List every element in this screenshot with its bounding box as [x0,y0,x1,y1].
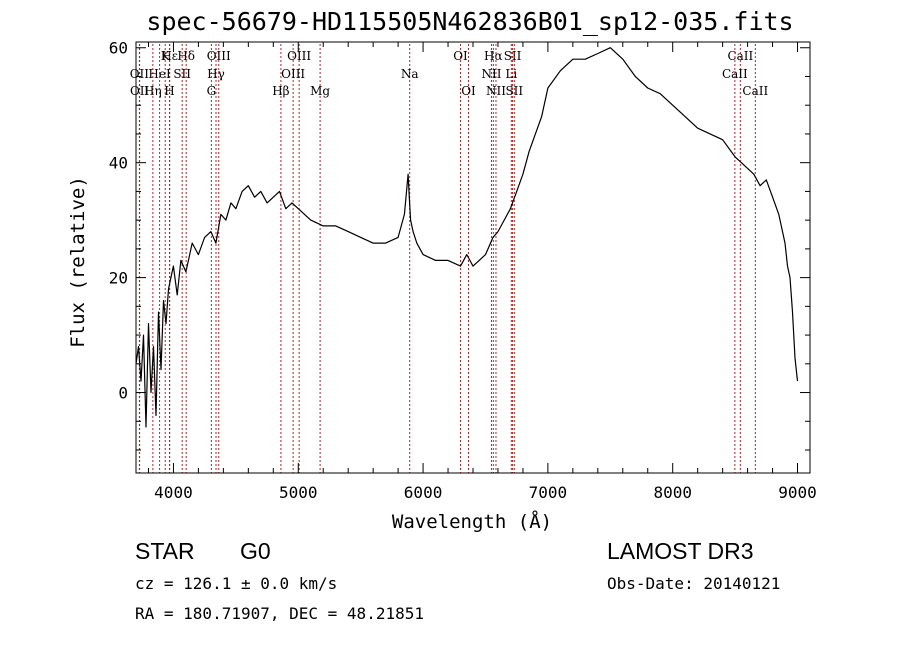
y-axis-label: Flux (relative) [67,176,89,348]
spectral-line-label: H [164,84,174,98]
spectral-line-label: HeI [148,67,171,81]
spectral-line-label: CaII [742,84,768,98]
spectral-line-label: SII [504,49,522,63]
spectral-line-label: SII [505,84,523,98]
spectral-line-label: Li [505,67,517,81]
spectral-line-label: OI [453,49,468,63]
spectral-line-label: CaII [727,49,753,63]
spectral-subclass: G0 [240,538,271,564]
spectral-line-label: Mg [310,84,330,98]
x-tick-label: 4000 [154,483,193,502]
spectral-line-label: NII [486,84,506,98]
spectral-line-label: G [207,84,217,98]
spectral-line-label: OII [130,84,150,98]
coordinates: RA = 180.71907, DEC = 48.21851 [135,604,424,623]
spectral-line-label: Na [401,67,419,81]
chart-title: spec-56679-HD115505N462836B01_sp12-035.f… [146,7,793,36]
spectral-line-label: OIII [281,67,305,81]
y-tick-label: 0 [118,384,128,403]
spectrum-line [135,47,799,428]
spectral-line-label: K [161,49,171,63]
spectral-line-label: Hη [144,84,162,98]
object-type: STAR [135,538,195,564]
x-tick-label: 6000 [404,483,443,502]
spectral-line-label: Hδ [177,49,195,63]
spectral-line-label: CaII [722,67,748,81]
survey-name: LAMOST DR3 [607,538,754,564]
x-axis-label: Wavelength (Å) [392,510,552,533]
x-axis: 4000 5000 6000 7000 8000 9000 [147,42,817,502]
y-tick-label: 20 [109,269,128,288]
x-tick-label: 9000 [778,483,817,502]
spectral-line-label: NII [481,67,501,81]
spectral-line-label: OIII [287,49,311,63]
spectral-line-label: OIII [207,49,231,63]
y-tick-label: 60 [109,39,128,58]
spectral-line-label: OI [461,84,476,98]
spectral-line-label: Hβ [272,84,289,98]
redshift-text: cz = 126.1 ± 0.0 km/s [135,574,337,593]
x-tick-label: 5000 [279,483,318,502]
obs-date: Obs-Date: 20140121 [607,574,780,593]
spectral-line-label: Hα [484,49,503,63]
x-tick-label: 7000 [529,483,568,502]
series-group [135,47,799,428]
x-tick-label: 8000 [653,483,692,502]
spectral-line-label: SII [173,67,191,81]
y-axis: 0 20 40 60 [109,39,810,451]
y-tick-label: 40 [109,154,128,173]
spectral-line-label: Hγ [207,67,225,81]
plot-frame [135,41,811,474]
